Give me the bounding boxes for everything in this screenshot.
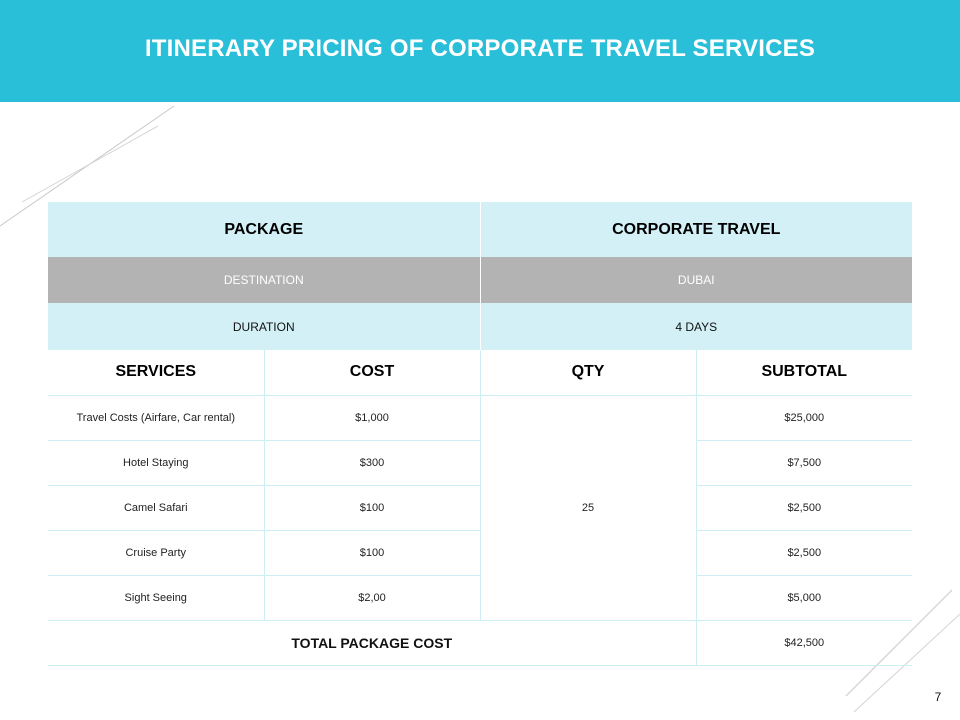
header-cost: COST — [263, 350, 481, 396]
header-qty: QTY — [479, 350, 697, 396]
table-row: Sight Seeing $2,00 $5,000 — [48, 575, 913, 621]
service-cost: $100 — [263, 530, 481, 576]
pricing-table: PACKAGE CORPORATE TRAVEL DESTINATION DUB… — [48, 202, 913, 666]
service-name: Sight Seeing — [48, 575, 264, 621]
package-label: PACKAGE — [48, 202, 481, 257]
destination-row: DESTINATION DUBAI — [48, 257, 913, 303]
table-row: Hotel Staying $300 $7,500 — [48, 440, 913, 486]
total-label: TOTAL PACKAGE COST — [48, 620, 697, 666]
destination-label: DESTINATION — [48, 257, 481, 303]
service-cost: $2,00 — [263, 575, 481, 621]
total-row: TOTAL PACKAGE COST $42,500 — [48, 620, 913, 666]
duration-value: 4 DAYS — [479, 303, 913, 350]
package-row: PACKAGE CORPORATE TRAVEL — [48, 202, 913, 257]
table-row: Travel Costs (Airfare, Car rental) $1,00… — [48, 395, 913, 621]
total-value: $42,500 — [695, 620, 913, 666]
page-number: 7 — [934, 690, 942, 704]
package-value: CORPORATE TRAVEL — [479, 202, 913, 257]
pricing-table-container: PACKAGE CORPORATE TRAVEL DESTINATION DUB… — [48, 202, 913, 666]
service-subtotal: $25,000 — [695, 395, 913, 441]
duration-row: DURATION 4 DAYS — [48, 303, 913, 350]
service-subtotal: $2,500 — [695, 530, 913, 576]
service-cost: $300 — [263, 440, 481, 486]
service-cost: $100 — [263, 485, 481, 531]
service-subtotal: $7,500 — [695, 440, 913, 486]
service-name: Travel Costs (Airfare, Car rental) — [48, 395, 264, 441]
header-subtotal: SUBTOTAL — [695, 350, 913, 396]
slide-title: ITINERARY PRICING OF CORPORATE TRAVEL SE… — [144, 35, 816, 62]
service-name: Hotel Staying — [48, 440, 264, 486]
table-row: Camel Safari $100 $2,500 — [48, 485, 913, 531]
service-name: Camel Safari — [48, 485, 264, 531]
qty-value: 25 — [479, 395, 697, 621]
duration-label: DURATION — [48, 303, 481, 350]
destination-value: DUBAI — [479, 257, 913, 303]
title-banner: ITINERARY PRICING OF CORPORATE TRAVEL SE… — [0, 0, 960, 102]
column-header-row: SERVICES COST QTY SUBTOTAL — [48, 350, 913, 396]
header-services: SERVICES — [48, 350, 264, 396]
service-subtotal: $5,000 — [695, 575, 913, 621]
service-name: Cruise Party — [48, 530, 264, 576]
table-row: Cruise Party $100 $2,500 — [48, 530, 913, 576]
service-cost: $1,000 — [263, 395, 481, 441]
service-subtotal: $2,500 — [695, 485, 913, 531]
